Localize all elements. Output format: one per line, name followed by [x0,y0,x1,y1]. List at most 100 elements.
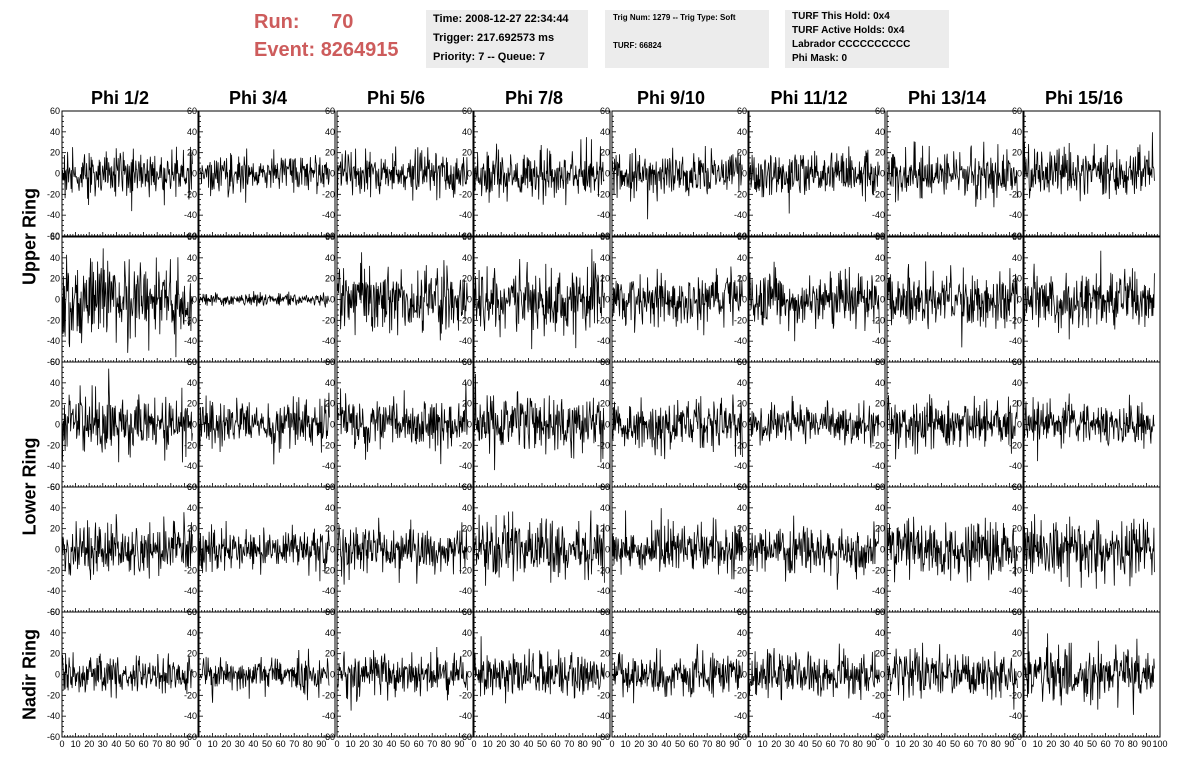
y-tick-label: 0 [742,295,747,305]
y-tick-label: -60 [47,357,60,367]
event-number: 8264915 [320,39,399,61]
waveform-trace [612,266,743,336]
x-tick-label: 60 [826,739,836,749]
waveform-trace [337,146,468,201]
y-tick-label: 60 [1012,482,1022,492]
y-tick-label: -40 [872,461,885,471]
y-tick-label: 20 [600,649,610,659]
waveform-trace [337,646,468,711]
y-tick-label: 20 [462,399,472,409]
y-tick-label: 0 [55,169,60,179]
y-tick-label: -60 [47,231,60,241]
y-tick-label: 60 [875,482,885,492]
y-tick-label: -60 [459,732,472,742]
y-tick-label: 60 [50,607,60,617]
y-tick-label: 60 [737,357,747,367]
x-tick-label: 0 [746,739,751,749]
y-tick-label: 40 [462,378,472,388]
y-tick-label: 40 [875,127,885,137]
y-tick-label: 40 [737,503,747,513]
y-tick-label: -40 [47,461,60,471]
y-tick-label: 60 [325,607,335,617]
y-tick-label: 60 [462,106,472,116]
y-tick-label: 60 [325,482,335,492]
event-label: Event: 8264915 [254,38,399,62]
y-tick-label: 0 [55,295,60,305]
y-tick-label: 60 [600,482,610,492]
waveform-trace [749,643,880,701]
y-tick-label: -40 [459,586,472,596]
phi-header: Phi 3/4 [228,88,288,108]
x-tick-label: 50 [262,739,272,749]
x-tick-label: 60 [414,739,424,749]
x-tick-label: 60 [964,739,974,749]
x-tick-label: 90 [179,739,189,749]
y-tick-label: 20 [600,148,610,158]
y-tick-label: 20 [462,148,472,158]
y-tick-label: -60 [1009,231,1022,241]
waveform-trace [887,516,1018,583]
y-tick-label: 20 [325,274,335,284]
trig-num-text: Trig Num: 1279 -- Trig Type: Soft [613,13,736,22]
y-tick-label: 0 [192,169,197,179]
y-tick-label: -60 [734,231,747,241]
y-tick-label: -20 [1009,565,1022,575]
y-tick-label: 20 [187,274,197,284]
y-tick-label: 40 [325,127,335,137]
y-tick-label: -40 [1009,711,1022,721]
waveform-trace [887,394,1018,460]
x-tick-label: 10 [621,739,631,749]
y-tick-label: -40 [597,586,610,596]
event-label-text: Event: [254,39,316,61]
y-tick-label: 60 [737,607,747,617]
turf-hold-text: TURF This Hold: 0x4 [792,11,890,22]
y-tick-label: 40 [600,127,610,137]
turf-text: TURF: 66824 [613,41,662,50]
waveform-trace [474,249,605,350]
y-tick-label: 40 [737,127,747,137]
waveform-trace [612,508,743,580]
y-tick-label: -40 [734,461,747,471]
y-tick-label: 0 [1017,545,1022,555]
phi-header: Phi 1/2 [90,88,150,108]
y-tick-label: -20 [1009,189,1022,199]
y-tick-label: 60 [737,106,747,116]
y-tick-label: -20 [1009,315,1022,325]
y-tick-label: 20 [187,399,197,409]
y-tick-label: 0 [330,670,335,680]
y-tick-label: -40 [459,461,472,471]
waveform-trace [474,636,605,704]
waveform-trace [1024,619,1155,715]
y-tick-label: -20 [322,189,335,199]
y-tick-label: -40 [322,461,335,471]
y-tick-label: -40 [872,586,885,596]
x-tick-label: 60 [551,739,561,749]
y-tick-label: -60 [322,732,335,742]
y-tick-label: -60 [459,231,472,241]
y-tick-label: -20 [459,690,472,700]
x-tick-label: 100 [1152,739,1167,749]
y-tick-label: -60 [47,482,60,492]
x-tick-label: 70 [839,739,849,749]
x-tick-label: 30 [1060,739,1070,749]
y-tick-label: -20 [47,690,60,700]
y-tick-label: 20 [737,399,747,409]
y-tick-label: 40 [1012,253,1022,263]
waveform-trace [612,643,743,704]
phi-header: Phi 15/16 [1044,88,1124,108]
x-tick-label: 0 [334,739,339,749]
x-tick-label: 40 [936,739,946,749]
y-tick-label: -40 [734,586,747,596]
y-tick-label: 40 [875,253,885,263]
y-tick-label: -40 [1009,461,1022,471]
turf-active-text: TURF Active Holds: 0x4 [792,25,905,36]
y-tick-label: -60 [47,732,60,742]
x-tick-label: 50 [537,739,547,749]
y-tick-label: 40 [1012,628,1022,638]
y-tick-label: -60 [184,732,197,742]
y-tick-label: -40 [47,336,60,346]
waveform-trace [62,512,193,581]
x-tick-label: 80 [1128,739,1138,749]
y-tick-label: -40 [597,336,610,346]
x-tick-label: 20 [84,739,94,749]
